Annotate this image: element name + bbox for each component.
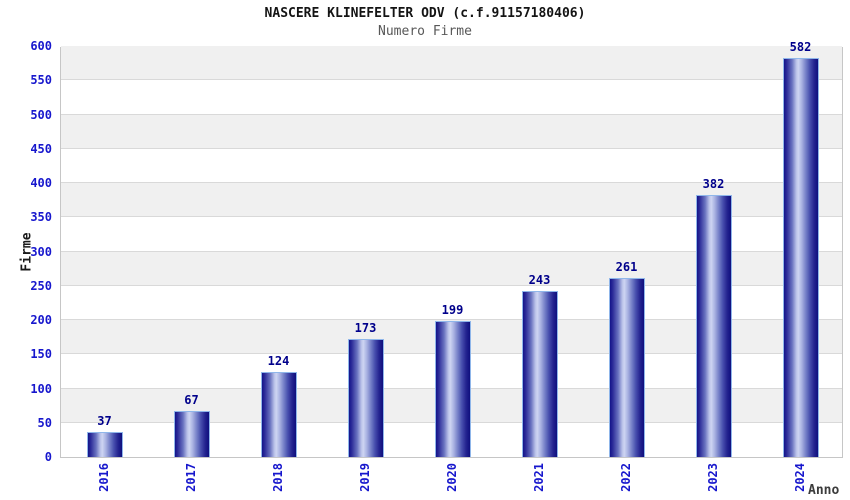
bar-2021	[521, 290, 558, 457]
y-tick-label: 400	[30, 176, 52, 190]
y-tick-label: 550	[30, 73, 52, 88]
gridline	[61, 182, 842, 183]
x-tick-label: 2016	[96, 463, 111, 492]
x-tick-label: 2018	[270, 463, 285, 492]
y-tick-label: 300	[30, 244, 52, 259]
chart-title: NASCERE KLINEFELTER ODV (c.f.91157180406…	[264, 6, 586, 21]
x-tick-label: 2024	[792, 463, 807, 492]
plot-band	[61, 114, 842, 149]
y-tick-label: 200	[30, 313, 52, 327]
bar-value-label: 243	[528, 272, 551, 287]
x-tick-label: 2020	[444, 463, 459, 492]
gridline	[61, 79, 842, 81]
plot-area: 37 67 124 173 199 243 261 382 582	[60, 40, 843, 458]
bar-value-label: 124	[267, 354, 290, 369]
bar-2019	[347, 338, 384, 457]
bar-2018	[260, 372, 297, 457]
plot-band	[61, 46, 842, 81]
bar-value-label: 37	[97, 413, 112, 428]
bar-value-label: 173	[354, 320, 377, 335]
gridline	[61, 113, 842, 115]
x-tick-label: 2022	[618, 463, 633, 492]
y-tick-label: 100	[30, 381, 52, 396]
y-tick-label: 350	[30, 210, 52, 225]
gridline	[61, 250, 842, 252]
y-tick-label: 450	[30, 141, 52, 156]
bar-value-label: 382	[702, 177, 725, 192]
gridline	[61, 284, 842, 286]
bar-2020	[434, 320, 471, 457]
bar-value-label: 199	[441, 302, 464, 317]
x-tick-label: 2019	[357, 463, 372, 492]
bar-value-label: 582	[789, 40, 812, 55]
y-tick-label: 500	[30, 107, 52, 122]
y-axis-title: Firme	[19, 232, 35, 272]
bar-2017	[173, 411, 210, 457]
x-tick-label: 2017	[183, 463, 198, 492]
y-tick-label: 600	[30, 39, 52, 53]
bar-2023	[695, 195, 732, 457]
bar-2016	[86, 431, 123, 457]
y-tick-label: 0	[44, 450, 52, 464]
y-tick-label: 50	[37, 415, 52, 430]
bar-2022	[608, 278, 645, 457]
chart-subtitle: Numero Firme	[378, 24, 472, 39]
gridline	[61, 216, 842, 218]
bar-value-label: 67	[184, 393, 199, 408]
bar-value-label: 261	[615, 260, 638, 275]
x-tick-label: 2021	[531, 463, 546, 492]
x-axis-title: Anno	[808, 483, 840, 498]
x-tick-label: 2023	[705, 463, 720, 492]
y-tick-label: 150	[30, 347, 52, 362]
bar-2024	[782, 58, 819, 457]
y-tick-label: 250	[30, 278, 52, 293]
gridline	[61, 147, 842, 149]
gridline	[61, 319, 842, 320]
plot-band	[61, 80, 842, 114]
